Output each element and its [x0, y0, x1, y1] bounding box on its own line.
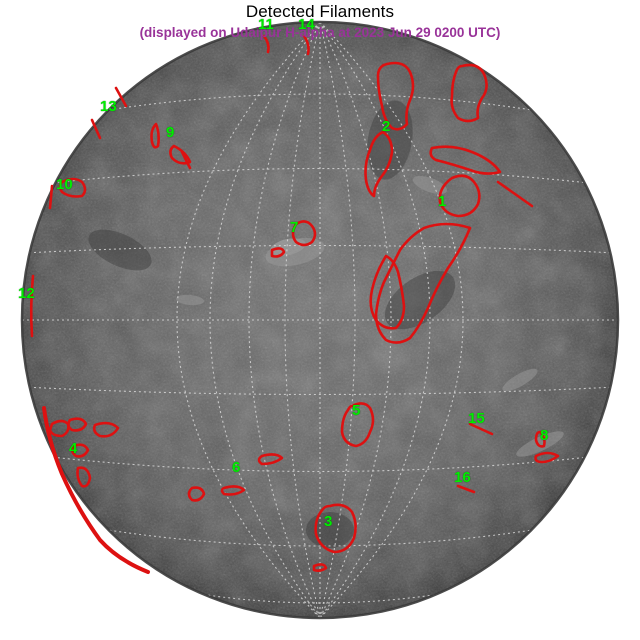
filament-label-7: 7 [290, 219, 299, 236]
filament-label-8: 8 [540, 427, 549, 444]
filament-contour-1-core [438, 174, 481, 218]
filament-contour-15 [468, 422, 494, 436]
filament-label-10: 10 [56, 176, 73, 193]
filament-label-9: 9 [166, 124, 175, 141]
filament-label-13: 13 [100, 98, 117, 115]
filament-contour-6c [187, 486, 206, 502]
filament-contour-8a [534, 430, 546, 448]
filament-contour-10a [58, 177, 87, 198]
filament-contour-12 [29, 274, 35, 338]
filament-contour-9c [180, 150, 192, 170]
filament-label-16: 16 [454, 469, 471, 486]
filament-contour-9b [169, 144, 192, 165]
filament-contour-1-arc [429, 145, 502, 175]
filament-contour-4e [92, 421, 120, 438]
filament-contour-4b [67, 417, 88, 432]
filament-contour-13a [114, 86, 128, 108]
filament-label-15: 15 [468, 410, 485, 427]
filament-contour-8b [534, 451, 560, 464]
grid-meridians [176, 22, 464, 618]
filament-contour-10b [48, 184, 54, 210]
filament-label-12: 12 [18, 285, 35, 302]
filament-contour-central-lower [369, 254, 406, 330]
filament-contours [29, 34, 560, 574]
filament-label-11: 11 [258, 16, 274, 33]
filament-contour-4d [76, 466, 92, 488]
filament-contour-16 [456, 484, 476, 494]
filament-contour-upper-right-blob [450, 63, 488, 123]
filament-contour-2a [376, 61, 415, 131]
filament-contour-7b [270, 247, 286, 258]
filament-contour-13b [90, 118, 102, 140]
filament-contour-6b [220, 485, 246, 496]
filament-contour-1-streak [496, 180, 534, 208]
filament-contour-2b [364, 130, 394, 198]
filament-label-2: 2 [382, 118, 391, 135]
filament-contour-4-long [42, 406, 150, 574]
filament-contour-14 [302, 34, 310, 56]
filament-label-14: 14 [298, 16, 315, 33]
filament-contour-6a [257, 453, 284, 466]
filament-contour-4a [48, 419, 70, 438]
filament-label-5: 5 [352, 402, 361, 419]
filament-label-4: 4 [69, 440, 78, 457]
filament-contour-7 [291, 220, 317, 247]
page-title: Detected Filaments [245, 2, 395, 21]
filament-contour-3 [314, 503, 357, 554]
filament-label-6: 6 [232, 459, 241, 476]
limb-edge [20, 20, 620, 620]
filament-contour-central-large [374, 222, 472, 344]
filament-label-3: 3 [324, 513, 333, 530]
page-subtitle: (displayed on Udaipur H-alpha at 2023 Ju… [139, 25, 501, 40]
filament-contour-11 [262, 34, 270, 54]
filament-contour-3b [312, 563, 328, 572]
filament-contour-4c [71, 443, 90, 458]
filament-label-1: 1 [438, 193, 447, 210]
filament-contour-9a [150, 122, 160, 149]
filament-contour-5 [340, 402, 375, 448]
